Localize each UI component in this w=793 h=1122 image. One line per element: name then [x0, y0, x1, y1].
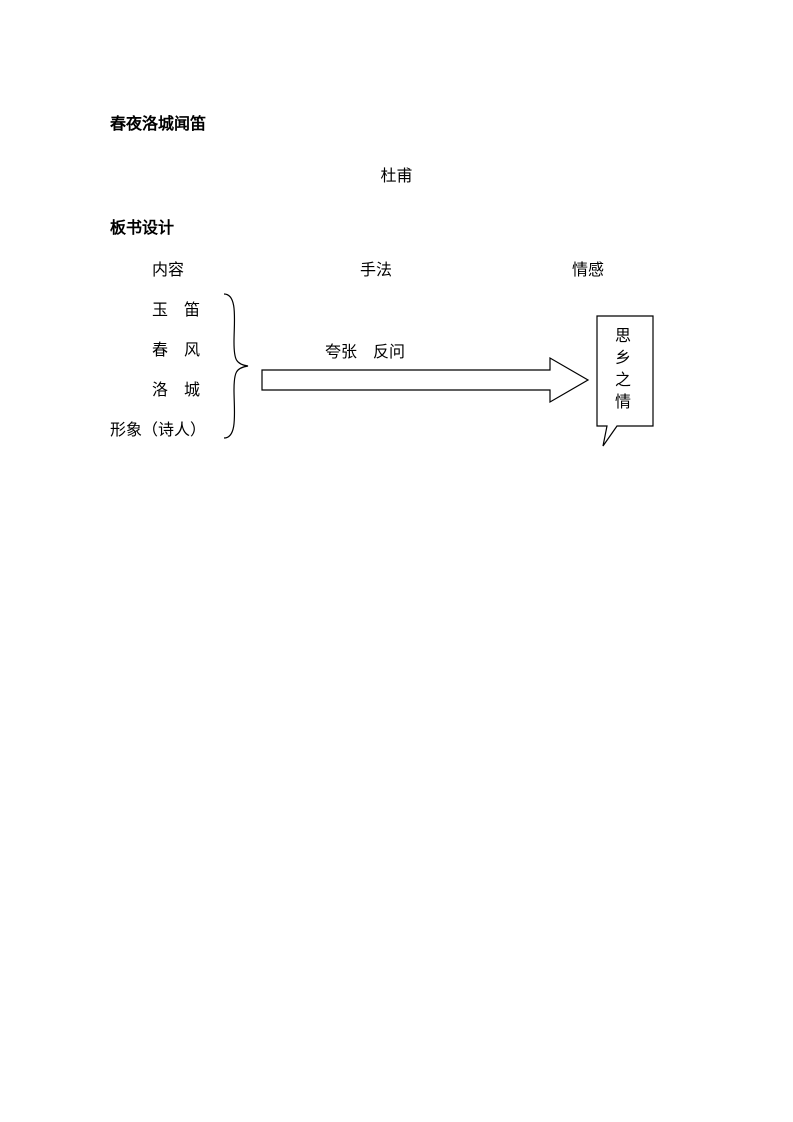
- emotion-char-4: 情: [613, 392, 633, 414]
- emotion-char-1: 思: [613, 326, 633, 348]
- content-item-4: 形象（诗人）: [110, 416, 206, 440]
- column-heading-method: 手法: [360, 256, 392, 280]
- board-diagram: 内容 手法 情感 玉 笛 春 风 洛 城 形象（诗人） 夸张 反问 思 乡 之 …: [110, 256, 670, 486]
- poem-title: 春夜洛城闻笛: [110, 110, 683, 134]
- block-arrow-icon: [260, 356, 590, 404]
- poem-author: 杜甫: [110, 162, 683, 186]
- section-title: 板书设计: [110, 214, 683, 238]
- content-item-3: 洛 城: [152, 376, 200, 400]
- curly-brace-icon: [222, 292, 252, 440]
- content-item-2: 春 风: [152, 336, 200, 360]
- column-heading-content: 内容: [152, 256, 184, 280]
- content-item-1: 玉 笛: [152, 296, 200, 320]
- column-heading-emotion: 情感: [572, 256, 604, 280]
- emotion-box-text: 思 乡 之 情: [613, 326, 633, 414]
- emotion-char-3: 之: [613, 370, 633, 392]
- emotion-char-2: 乡: [613, 348, 633, 370]
